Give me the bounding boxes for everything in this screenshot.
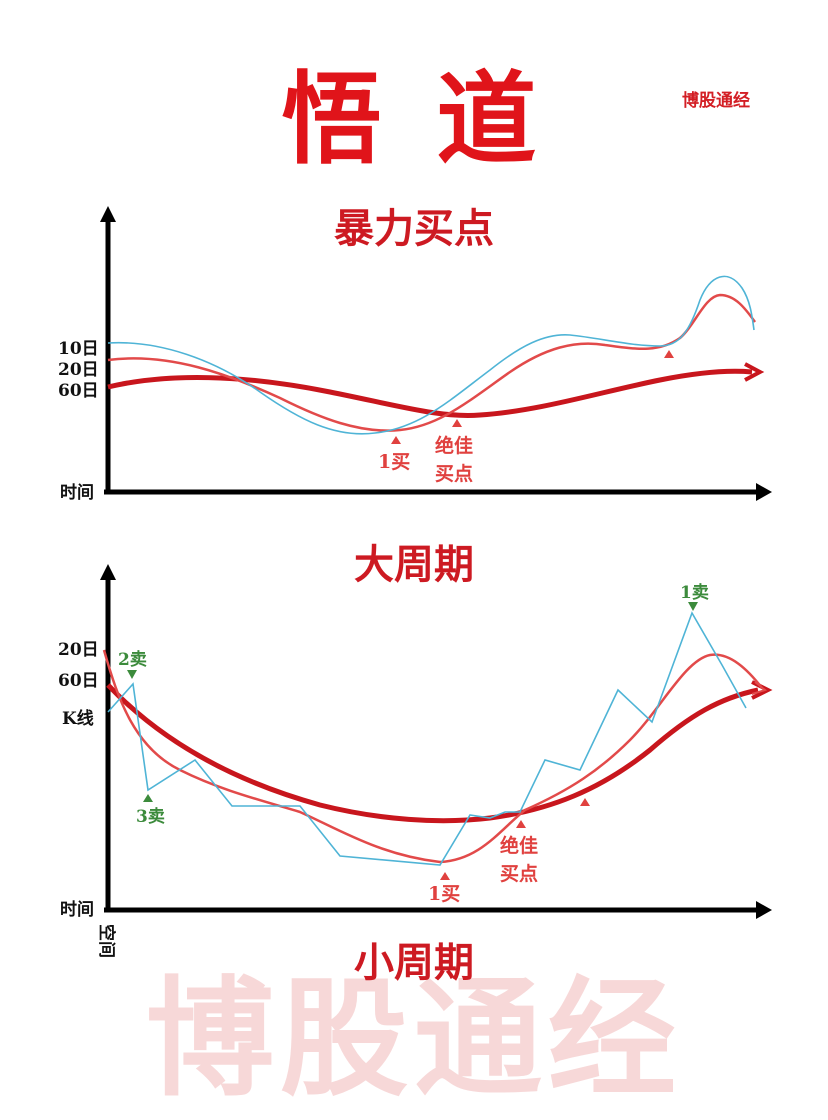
bottom-label-ma60: 60日 [58,671,99,691]
bottom-label-ma20: 20日 [58,640,99,660]
top-best-buy-label-1: 绝佳 [435,434,473,457]
top-label-ma10: 10日 [58,339,99,359]
page-title: 悟 道 [281,61,547,178]
bottom-buy1-marker-icon [440,872,450,880]
top-x-label: 时间 [60,482,94,503]
bottom-y-axis-arrow-icon [100,564,116,580]
bottom-sell2-label: 2卖 [118,649,147,670]
bottom-ma60-line [106,683,759,824]
top-x-axis-arrow-icon [756,483,772,501]
diagram-canvas: 10日 20日 60日 时间 1买 绝佳 买点 20日 60日 K线 时间 空间… [58,206,773,958]
bottom-x-label: 时间 [60,899,94,920]
bottom-sell1-label: 1卖 [680,582,709,603]
bottom-buy-marker-right-icon [580,798,590,806]
top-diagram-title: 暴力买点 [334,205,494,252]
bottom-sell2-marker-icon [127,670,137,679]
top-best-buy-marker-icon [452,419,462,427]
top-ma60-line [107,368,753,418]
top-ma60-arrow-icon [744,362,765,382]
top-buy1-label: 1买 [378,451,410,473]
top-ma10-line [107,275,755,435]
bottom-diagram-caption: 小周期 [354,939,474,986]
top-y-axis-arrow-icon [100,206,116,222]
top-label-ma20: 20日 [58,360,99,380]
bottom-kline-line [107,611,747,866]
top-buy1-marker-icon [391,436,401,444]
top-ma20-line [107,293,757,432]
brand-label: 博股通经 [682,91,750,111]
top-buy-marker-right-icon [664,350,674,358]
bottom-sell1-marker-icon [688,602,698,611]
top-diagram-caption: 大周期 [354,541,474,588]
bottom-sell3-label: 3卖 [136,806,165,827]
top-label-ma60: 60日 [58,381,99,401]
bottom-best-buy-label-1: 绝佳 [500,834,538,857]
bottom-ma20-arrow-icon [751,681,768,695]
bottom-label-kline: K线 [62,708,94,729]
bottom-sell3-marker-icon [143,794,153,802]
top-diagram: 10日 20日 60日 时间 1买 绝佳 买点 [58,206,772,503]
bottom-best-buy-marker-icon [516,820,526,828]
bottom-y-axis-label: 空间 [96,924,117,958]
bottom-x-axis-arrow-icon [756,901,772,919]
top-best-buy-label-2: 买点 [435,463,473,485]
bottom-buy1-label: 1买 [428,883,460,905]
bottom-diagram: 20日 60日 K线 时间 空间 2卖 3卖 1卖 1买 绝佳 买点 [58,564,773,958]
bottom-best-buy-label-2: 买点 [500,863,538,885]
